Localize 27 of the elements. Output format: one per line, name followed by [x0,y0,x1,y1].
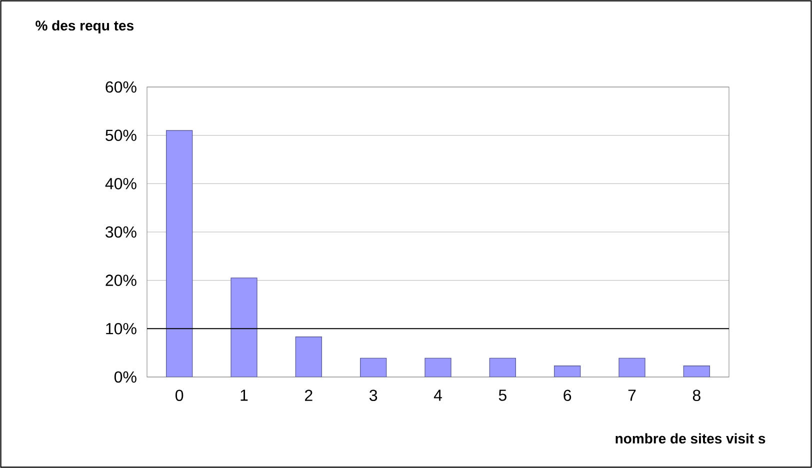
y-tick-label: 30% [106,226,136,238]
x-tick-label: 5 [498,390,506,401]
y-tick-label: 10% [106,323,136,334]
x-tick-label: 3 [369,390,378,402]
x-tick-label: 7 [628,390,636,401]
y-tick-label: 0% [114,371,136,383]
x-tick-label: 0 [176,390,184,402]
x-tick-label: 2 [305,390,312,401]
y-tick-label: 60% [106,81,136,93]
bar [230,278,258,377]
bar [618,358,646,377]
x-axis-title: nombre de sites visit s [616,433,766,444]
x-tick-label: 6 [564,390,572,402]
y-tick-label: 40% [105,178,136,190]
y-tick-label: 50% [106,130,136,141]
bar [166,130,193,377]
bar [295,336,322,377]
bar [424,358,452,377]
x-tick-label: 4 [434,390,442,401]
chart-title: % des requ tes [36,20,134,34]
bar [489,358,516,377]
bar [683,366,710,377]
bar [554,366,581,377]
bar [360,358,387,377]
x-tick-label: 8 [692,390,700,402]
x-tick-label: 1 [240,390,248,401]
y-tick-label: 20% [106,274,136,286]
